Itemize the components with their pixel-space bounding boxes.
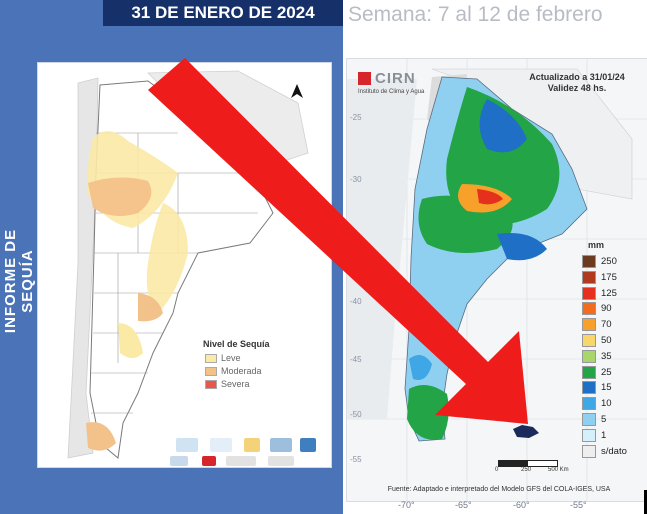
lat-tick: -40 bbox=[350, 297, 362, 306]
forecast-header bbox=[343, 0, 647, 30]
cirn-logo-mark-icon bbox=[358, 72, 371, 85]
legend-label: 250 bbox=[601, 256, 617, 267]
legend-row: 175 bbox=[582, 270, 637, 285]
precipitation-legend: mm 250 175 125 90 70 50 35 25 15 10 5 1 s/dato bbox=[582, 240, 637, 475]
drought-legend-title: Nivel de Sequía bbox=[203, 339, 270, 349]
drought-map bbox=[67, 70, 309, 459]
drought-legend-item: Moderada bbox=[205, 366, 295, 378]
institution-logo bbox=[300, 438, 316, 452]
legend-row: s/dato bbox=[582, 444, 637, 459]
legend-row: 250 bbox=[582, 254, 637, 269]
legend-label: 70 bbox=[601, 319, 612, 331]
institution-logo bbox=[210, 438, 232, 452]
institution-logo bbox=[244, 438, 260, 452]
legend-row: 125 bbox=[582, 286, 637, 301]
lon-tick: -60° bbox=[513, 500, 530, 510]
scale-bar-graphic bbox=[498, 460, 558, 467]
legend-swatch bbox=[582, 255, 596, 268]
frame-edge bbox=[644, 490, 647, 514]
legend-row: 70 bbox=[582, 317, 637, 332]
scale-label-mid: 250 bbox=[521, 467, 532, 473]
drought-moderada-area-north bbox=[88, 177, 152, 217]
legend-label: 10 bbox=[601, 398, 612, 410]
legend-swatch bbox=[582, 444, 596, 458]
forecast-week-title: Semana: 7 al 12 de febrero bbox=[348, 3, 603, 26]
institution-logos bbox=[168, 438, 323, 468]
legend-swatch bbox=[582, 349, 596, 363]
legend-swatch bbox=[582, 413, 596, 426]
drought-moderada-area-patagonia bbox=[86, 422, 116, 451]
legend-label: 50 bbox=[601, 335, 612, 346]
update-info: Actualizado a 31/01/24 Validez 48 hs. bbox=[512, 72, 642, 94]
legend-swatch bbox=[582, 302, 596, 316]
legend-row: 5 bbox=[582, 412, 637, 427]
legend-label: 90 bbox=[601, 303, 612, 315]
lat-tick: -35 bbox=[350, 237, 362, 246]
legend-label: 15 bbox=[601, 382, 612, 394]
legend-row: 10 bbox=[582, 396, 637, 411]
malvinas-islands bbox=[513, 425, 539, 438]
scale-label-zero: 0 bbox=[495, 467, 499, 473]
legend-swatch bbox=[582, 365, 596, 379]
drought-map-card bbox=[37, 62, 332, 468]
drought-legend-item: Leve bbox=[205, 353, 295, 365]
lon-tick: -65° bbox=[455, 500, 472, 510]
cirn-logo: CIRN Instituto de Clima y Agua bbox=[358, 70, 448, 100]
legend-row: 15 bbox=[582, 380, 637, 395]
institution-logo bbox=[170, 456, 188, 466]
lat-tick: -25 bbox=[350, 113, 362, 122]
lon-tick: -55° bbox=[570, 500, 587, 510]
legend-swatch-severa bbox=[205, 380, 217, 389]
validity: Validez 48 hs. bbox=[547, 83, 607, 93]
north-arrow-icon bbox=[291, 84, 303, 98]
legend-label: 35 bbox=[601, 350, 612, 362]
legend-row: 90 bbox=[582, 301, 637, 316]
report-vertical-title: INFORME DE SEQUÍA bbox=[2, 228, 36, 334]
institution-logo bbox=[226, 456, 256, 466]
date-banner: 31 DE ENERO DE 2024 bbox=[103, 0, 343, 26]
legend-label: 1 bbox=[601, 429, 607, 441]
legend-swatch-moderada bbox=[205, 367, 217, 376]
legend-swatch bbox=[582, 270, 596, 284]
institution-logo bbox=[176, 438, 198, 452]
legend-label: 125 bbox=[601, 287, 617, 299]
legend-label: Severa bbox=[221, 379, 250, 389]
institution-logo bbox=[270, 438, 292, 452]
drought-legend: Nivel de Sequía Leve Moderada Severa bbox=[203, 339, 303, 397]
legend-swatch bbox=[582, 318, 596, 332]
legend-row: 50 bbox=[582, 333, 637, 348]
legend-label: Moderada bbox=[221, 366, 262, 376]
scale-label-end: 500 Km bbox=[548, 467, 569, 473]
update-date: Actualizado a 31/01/24 bbox=[529, 72, 625, 82]
legend-swatch bbox=[582, 397, 596, 411]
legend-label: Leve bbox=[221, 353, 241, 363]
legend-unit: mm bbox=[588, 240, 605, 250]
legend-label: s/dato bbox=[601, 445, 627, 457]
lat-tick: -50 bbox=[350, 410, 362, 419]
lat-tick: -30 bbox=[350, 175, 362, 184]
legend-swatch bbox=[582, 334, 596, 347]
legend-label: 5 bbox=[601, 414, 607, 425]
cirn-logo-word: CIRN bbox=[375, 70, 416, 87]
legend-swatch-leve bbox=[205, 354, 217, 363]
drought-leve-area-south bbox=[118, 323, 143, 358]
drought-legend-item: Severa bbox=[205, 379, 295, 391]
lat-tick: -45 bbox=[350, 355, 362, 364]
source-note: Fuente: Adaptado e interpretado del Mode… bbox=[387, 486, 611, 493]
precip-area-25mm-south bbox=[407, 385, 449, 440]
legend-swatch bbox=[582, 286, 596, 300]
legend-label: 175 bbox=[601, 271, 617, 283]
legend-label: 25 bbox=[601, 366, 612, 378]
lon-tick: -70° bbox=[398, 500, 415, 510]
cirn-logo-subtitle: Instituto de Clima y Agua bbox=[358, 89, 425, 95]
institution-logo bbox=[202, 456, 216, 466]
legend-row: 1 bbox=[582, 428, 637, 443]
legend-row: 25 bbox=[582, 365, 637, 380]
institution-logo bbox=[268, 456, 294, 466]
legend-swatch bbox=[582, 381, 596, 395]
legend-swatch bbox=[582, 428, 596, 442]
lat-tick: -55 bbox=[350, 455, 362, 464]
legend-row: 35 bbox=[582, 349, 637, 364]
scale-bar: 0 250 500 Km bbox=[492, 460, 577, 478]
